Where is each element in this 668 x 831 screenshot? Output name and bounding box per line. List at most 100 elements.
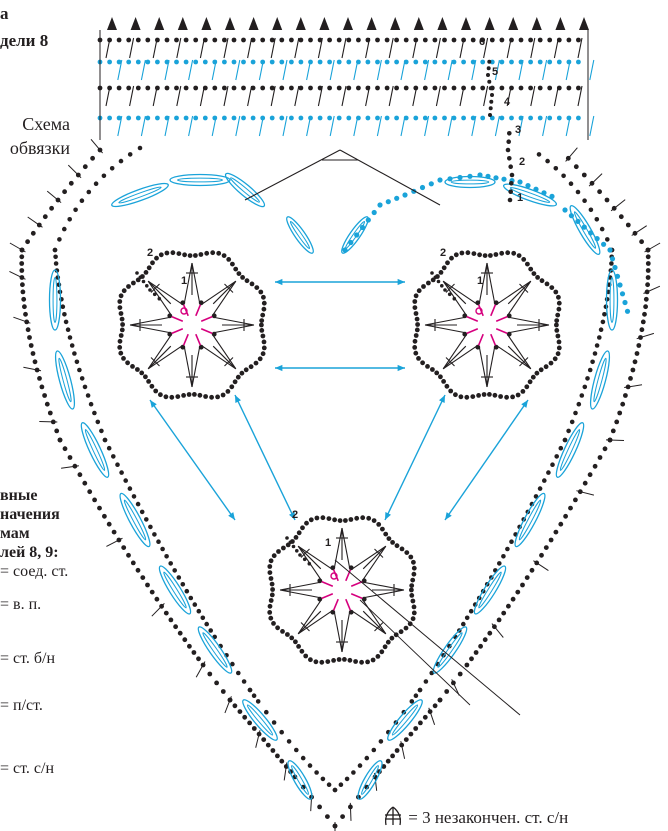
motif-chain-dot bbox=[125, 360, 130, 366]
chain-dot-blue bbox=[447, 176, 453, 182]
slip-stitch-marker bbox=[579, 17, 589, 30]
outer-chain-dot bbox=[573, 164, 579, 170]
arrow-head bbox=[275, 364, 283, 372]
sc-stitch-magenta bbox=[345, 569, 352, 582]
motif-chain-dot bbox=[261, 339, 267, 345]
sc-stitch bbox=[494, 59, 500, 81]
inner-chain-dot bbox=[92, 410, 97, 416]
outer-chain-dot bbox=[501, 610, 507, 616]
chain-dot-blue bbox=[269, 115, 275, 121]
outer-chain-dot bbox=[553, 529, 559, 535]
motif-chain-dot bbox=[516, 253, 522, 258]
motif-chain-dot bbox=[154, 255, 159, 261]
legend-heading: вные начения мам лей 8, 9: bbox=[0, 486, 60, 562]
star-spike bbox=[507, 280, 532, 315]
motif-chain-dot bbox=[430, 367, 435, 372]
chain-dot bbox=[135, 271, 139, 275]
motif-chain-dot bbox=[434, 370, 440, 376]
motif-chain-dot bbox=[243, 367, 249, 373]
outer-chain-dot bbox=[645, 254, 651, 260]
outer-chain-dot bbox=[25, 239, 30, 245]
chain-dot-blue bbox=[624, 308, 631, 314]
motif-row-number: 2 bbox=[147, 247, 153, 259]
outer-chain-dot bbox=[77, 472, 83, 478]
inner-chain-dot bbox=[131, 494, 137, 499]
inner-chain-dot bbox=[54, 268, 60, 273]
motif-chain-dot bbox=[118, 333, 124, 338]
inner-chain-dot bbox=[447, 643, 452, 649]
dc-petal bbox=[387, 699, 423, 741]
inner-chain-dot bbox=[176, 575, 182, 580]
sc-stitch bbox=[428, 707, 436, 725]
slip-stitch-marker bbox=[437, 17, 448, 30]
motif-chain-dot bbox=[216, 250, 222, 256]
motif-chain-dot bbox=[336, 657, 342, 662]
star-spike bbox=[183, 262, 193, 303]
chain-dot bbox=[566, 85, 572, 91]
inner-chain-dot bbox=[236, 670, 241, 676]
motif-inner-dot bbox=[180, 344, 186, 350]
chain-dot-blue bbox=[327, 59, 332, 65]
sc-stitch-magenta bbox=[195, 333, 202, 346]
sc-stitch bbox=[435, 85, 441, 107]
dc-petal bbox=[357, 760, 383, 800]
sc-stitch bbox=[483, 37, 489, 59]
sc-stitch bbox=[610, 199, 626, 212]
chain-dot-blue bbox=[394, 195, 400, 201]
chain-dot bbox=[141, 279, 146, 284]
dc-petal-inner bbox=[361, 765, 379, 795]
sc-stitch bbox=[224, 696, 232, 714]
sc-stitch bbox=[353, 115, 359, 137]
sc-stitch bbox=[188, 59, 194, 81]
sc-stitch bbox=[306, 115, 312, 137]
chain-dot bbox=[308, 37, 313, 43]
outer-chain-dot bbox=[168, 617, 174, 623]
sc-stitch-magenta bbox=[350, 593, 363, 600]
chain-dot-blue bbox=[155, 59, 160, 65]
motif-chain-dot bbox=[120, 322, 125, 327]
outer-chain-dot bbox=[19, 268, 25, 273]
dc-petal bbox=[514, 492, 546, 548]
chain-dot bbox=[488, 86, 493, 91]
outer-chain-dot bbox=[418, 720, 423, 726]
scheme-caption: Схема обвязки bbox=[0, 112, 70, 160]
sc-stitch bbox=[494, 115, 500, 137]
chain-dot-blue bbox=[348, 239, 354, 246]
cluster-bar bbox=[300, 548, 310, 558]
motif-chain-dot bbox=[420, 360, 425, 366]
inner-chain-dot bbox=[53, 261, 59, 266]
sc-stitch bbox=[424, 115, 430, 137]
motif-chain-dot bbox=[176, 251, 182, 256]
join-arrow bbox=[384, 394, 446, 521]
sc-stitch bbox=[164, 115, 170, 137]
outer-chain-dot bbox=[558, 521, 564, 527]
chain-dot bbox=[442, 37, 447, 43]
inner-chain-dot bbox=[588, 207, 594, 213]
outer-chain-dot bbox=[444, 689, 450, 694]
outer-chain-dot bbox=[340, 814, 345, 819]
chain-dot-blue bbox=[470, 59, 476, 65]
sc-stitch-magenta bbox=[345, 598, 352, 611]
arrow-head bbox=[289, 512, 295, 520]
sc-stitch bbox=[223, 85, 229, 107]
motif-chain-dot bbox=[383, 531, 389, 537]
motif-chain-dot bbox=[268, 615, 274, 621]
chain-dot bbox=[480, 37, 486, 43]
outer-chain-dot bbox=[292, 774, 298, 780]
motif-chain-dot bbox=[360, 515, 366, 521]
motif-chain-dot bbox=[459, 250, 465, 256]
sc-stitch bbox=[39, 421, 58, 423]
outer-chain-dot bbox=[645, 282, 650, 288]
inner-chain-dot bbox=[550, 462, 555, 468]
outer-chain-dot bbox=[563, 513, 568, 519]
chain-dot-blue bbox=[432, 115, 438, 121]
chain-dot bbox=[126, 85, 132, 91]
sc-stitch bbox=[565, 115, 571, 137]
inner-chain-dot bbox=[413, 693, 419, 698]
outer-chain-dot bbox=[643, 304, 648, 310]
outer-chain-dot bbox=[614, 419, 620, 425]
motif-chain-dot bbox=[552, 356, 558, 362]
motif-chain-dot bbox=[232, 379, 238, 385]
motif-chain-dot bbox=[482, 253, 488, 258]
sc-stitch bbox=[589, 59, 595, 81]
